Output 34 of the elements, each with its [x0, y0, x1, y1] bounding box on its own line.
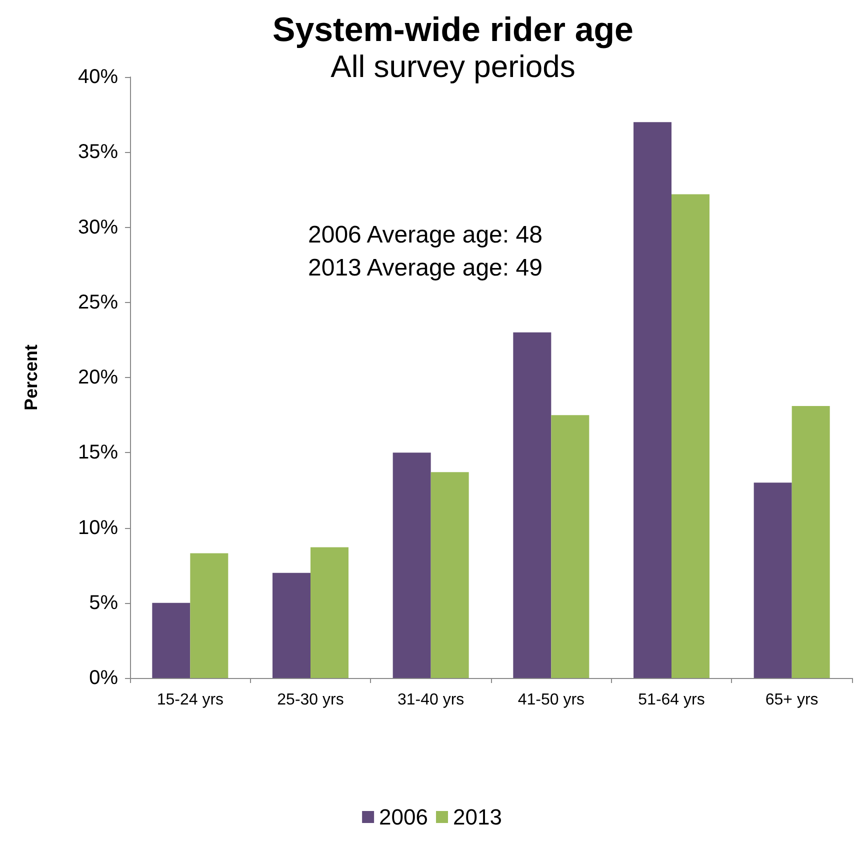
bar — [272, 572, 310, 678]
y-tick-label: 20% — [78, 366, 118, 388]
bar — [430, 472, 469, 678]
bar — [392, 452, 431, 678]
bar — [551, 415, 590, 678]
x-tick-label: 31-40 yrs — [397, 692, 464, 708]
legend-label: 2006 — [379, 804, 428, 830]
y-tick-label: 5% — [89, 592, 118, 614]
bar — [310, 547, 348, 678]
bar — [634, 122, 672, 678]
bar — [672, 194, 710, 678]
y-tick-label: 15% — [78, 442, 118, 464]
y-tick-label: 10% — [78, 516, 118, 539]
x-tick-label: 15-24 yrs — [156, 692, 224, 708]
y-tick-label: 35% — [78, 141, 118, 164]
chart-title: System-wide rider age — [272, 11, 634, 49]
y-tick-label: 25% — [78, 291, 118, 314]
bar — [754, 482, 792, 678]
y-tick-label: 0% — [89, 667, 118, 689]
x-tick-label: 25-30 yrs — [277, 692, 344, 708]
y-tick-label: 40% — [78, 66, 118, 88]
bar — [190, 553, 228, 678]
bar — [792, 406, 830, 678]
bar — [152, 602, 190, 678]
bar — [513, 332, 552, 678]
annotation: 2006 Average age: 48 — [308, 222, 542, 248]
x-tick-label: 51-64 yrs — [638, 692, 705, 708]
x-tick-label: 65+ yrs — [765, 692, 818, 708]
y-axis-title: Percent — [21, 344, 41, 411]
y-tick-label: 30% — [78, 216, 118, 238]
x-tick-label: 41-50 yrs — [518, 692, 585, 708]
legend-label: 2013 — [453, 804, 502, 830]
chart-subtitle: All survey periods — [330, 49, 576, 84]
annotation: 2013 Average age: 49 — [308, 254, 542, 282]
